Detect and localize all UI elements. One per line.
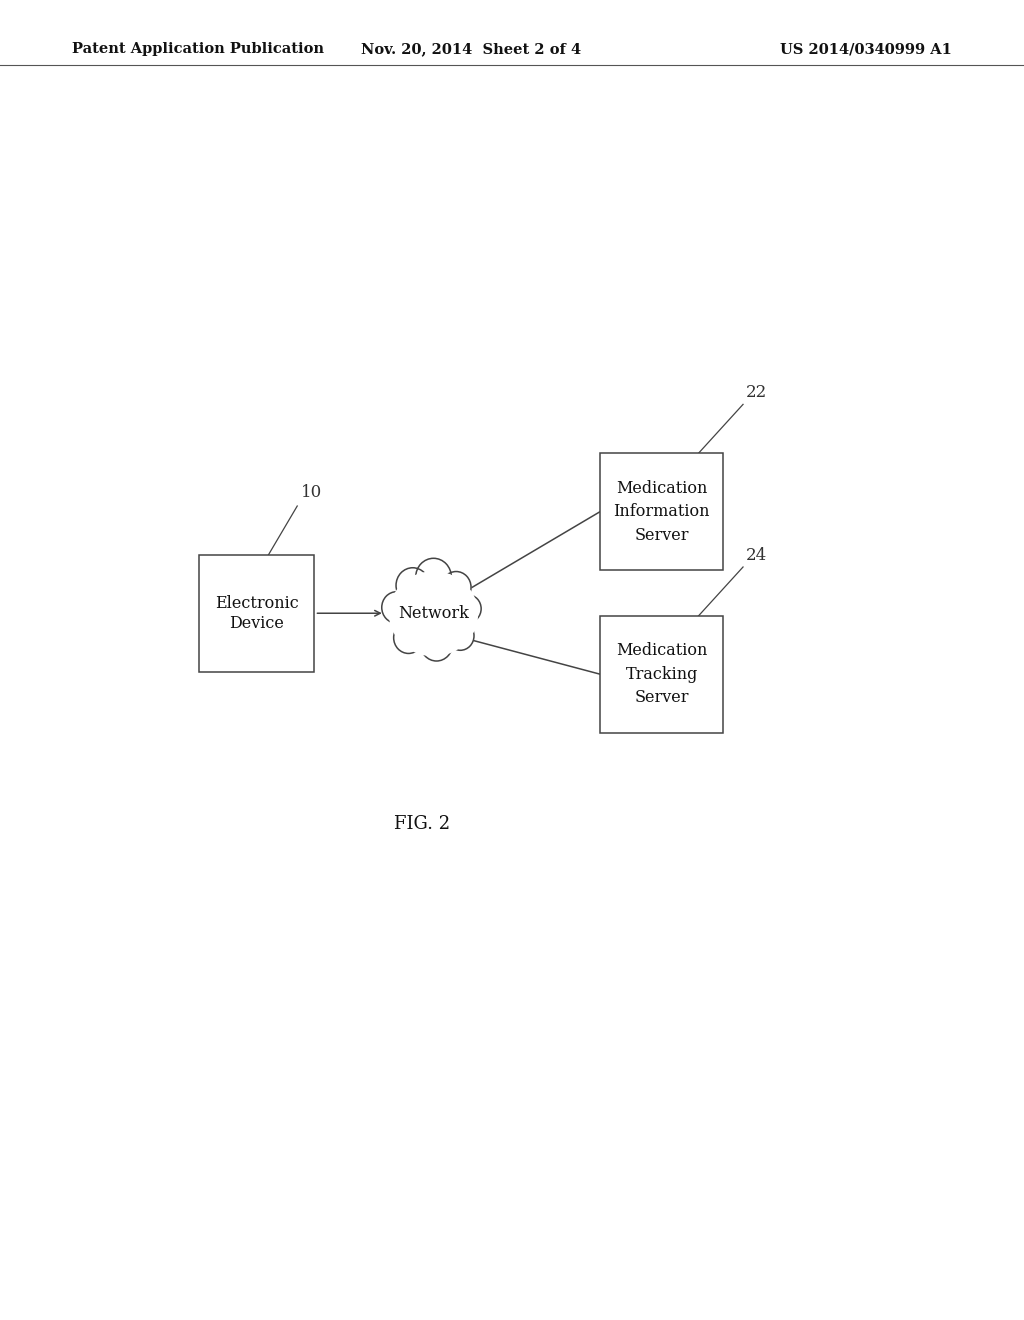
Ellipse shape xyxy=(455,595,481,623)
Text: Nov. 20, 2014  Sheet 2 of 4: Nov. 20, 2014 Sheet 2 of 4 xyxy=(361,42,581,57)
Ellipse shape xyxy=(421,627,453,661)
Text: Network: Network xyxy=(398,606,469,622)
FancyBboxPatch shape xyxy=(600,453,723,570)
Ellipse shape xyxy=(389,572,478,656)
Text: US 2014/0340999 A1: US 2014/0340999 A1 xyxy=(780,42,952,57)
Text: Patent Application Publication: Patent Application Publication xyxy=(72,42,324,57)
Text: 22: 22 xyxy=(745,384,767,401)
Ellipse shape xyxy=(403,582,463,645)
Text: 10: 10 xyxy=(301,484,323,500)
Ellipse shape xyxy=(396,568,429,603)
Ellipse shape xyxy=(416,558,452,597)
Text: Electronic
Device: Electronic Device xyxy=(215,595,299,631)
FancyBboxPatch shape xyxy=(600,615,723,733)
FancyBboxPatch shape xyxy=(200,554,314,672)
Ellipse shape xyxy=(393,622,423,653)
Ellipse shape xyxy=(441,572,471,603)
Text: Medication
Tracking
Server: Medication Tracking Server xyxy=(616,643,708,706)
Ellipse shape xyxy=(382,591,412,623)
Text: Medication
Information
Server: Medication Information Server xyxy=(613,479,710,544)
Text: FIG. 2: FIG. 2 xyxy=(393,816,450,833)
Ellipse shape xyxy=(446,622,474,651)
Text: 24: 24 xyxy=(745,546,767,564)
